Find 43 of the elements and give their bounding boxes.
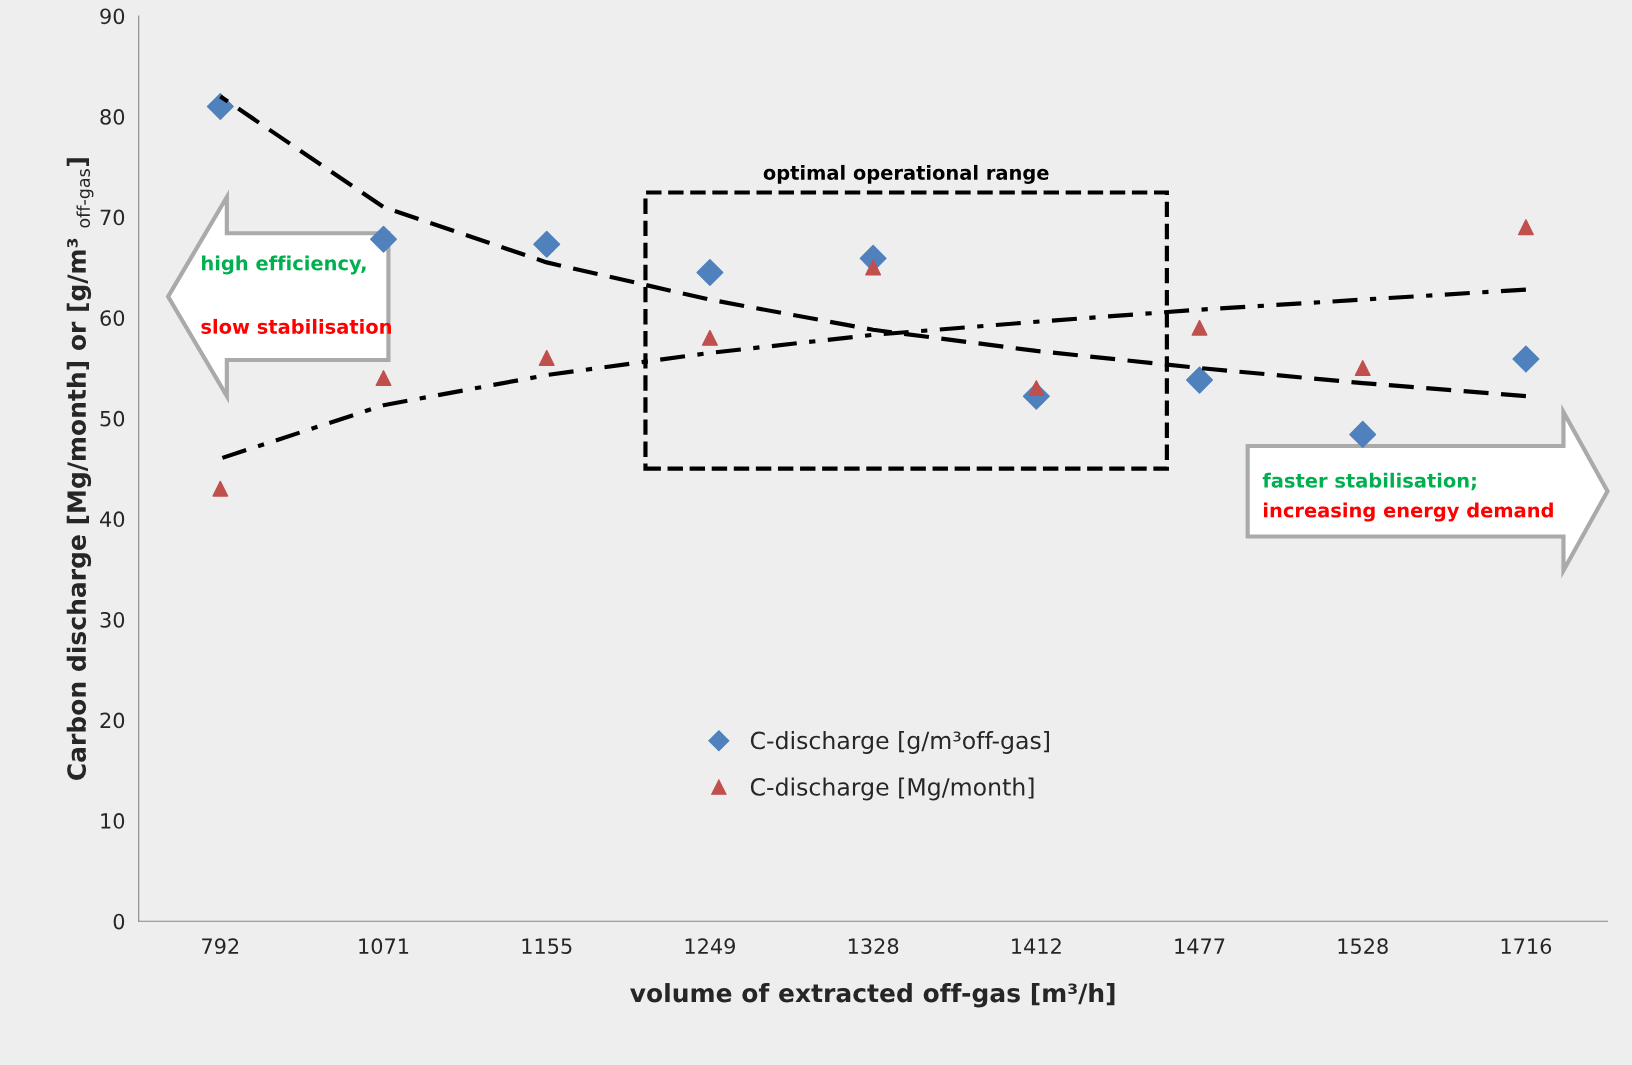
annotation: high efficiency, [202, 255, 366, 275]
x-tick-label: 1249 [685, 938, 735, 955]
x-tick-label: 1528 [1338, 938, 1388, 955]
annotation: optimal operational range [763, 164, 1049, 184]
x-tick-label: 1155 [522, 938, 572, 955]
point [865, 259, 882, 276]
point [1354, 360, 1371, 376]
y-tick-label: 60 [100, 310, 125, 326]
annotation: faster stabilisation; [1262, 472, 1476, 491]
y-tick-label: 0 [113, 913, 125, 930]
annotation: increasing energy demand [1263, 502, 1553, 522]
x-tick-label: 1412 [1012, 938, 1061, 954]
point [370, 225, 398, 253]
point [538, 349, 555, 366]
point [1186, 366, 1214, 394]
point [212, 480, 229, 497]
point [533, 230, 561, 258]
y-tick-label: 50 [100, 410, 125, 427]
x-tick-label: 1477 [1175, 938, 1225, 954]
y-tick-label: 20 [100, 712, 125, 729]
annotation: slow stabilisation [201, 318, 391, 334]
x-axis-title: volume of extracted off-gas [m³/h] [630, 983, 1115, 1008]
legend-label: C-discharge [Mg/month] [750, 777, 1034, 801]
point [1512, 345, 1540, 373]
y-tick-label: 40 [100, 511, 125, 528]
point [1517, 219, 1534, 236]
point [1191, 319, 1208, 336]
point [696, 258, 724, 286]
legend-label: C-discharge [g/m³off-gas] [750, 731, 1049, 754]
y-tick-label: 70 [100, 209, 125, 226]
y-tick-label: 10 [101, 813, 125, 829]
y-tick-label: 80 [100, 109, 125, 125]
y-tick-label: 90 [100, 8, 125, 25]
x-tick-label: 1716 [1501, 938, 1552, 955]
y-axis-title: Carbon discharge [Mg/month] or [g/m³ $_{off-gas}$] [66, 158, 94, 780]
point [1349, 420, 1377, 448]
y-tick-label: 30 [100, 611, 125, 628]
point [375, 370, 392, 387]
x-tick-label: 792 [202, 938, 239, 955]
x-tick-label: 1071 [359, 938, 409, 955]
point [701, 329, 718, 346]
x-tick-label: 1328 [848, 938, 899, 955]
point [1028, 380, 1045, 397]
